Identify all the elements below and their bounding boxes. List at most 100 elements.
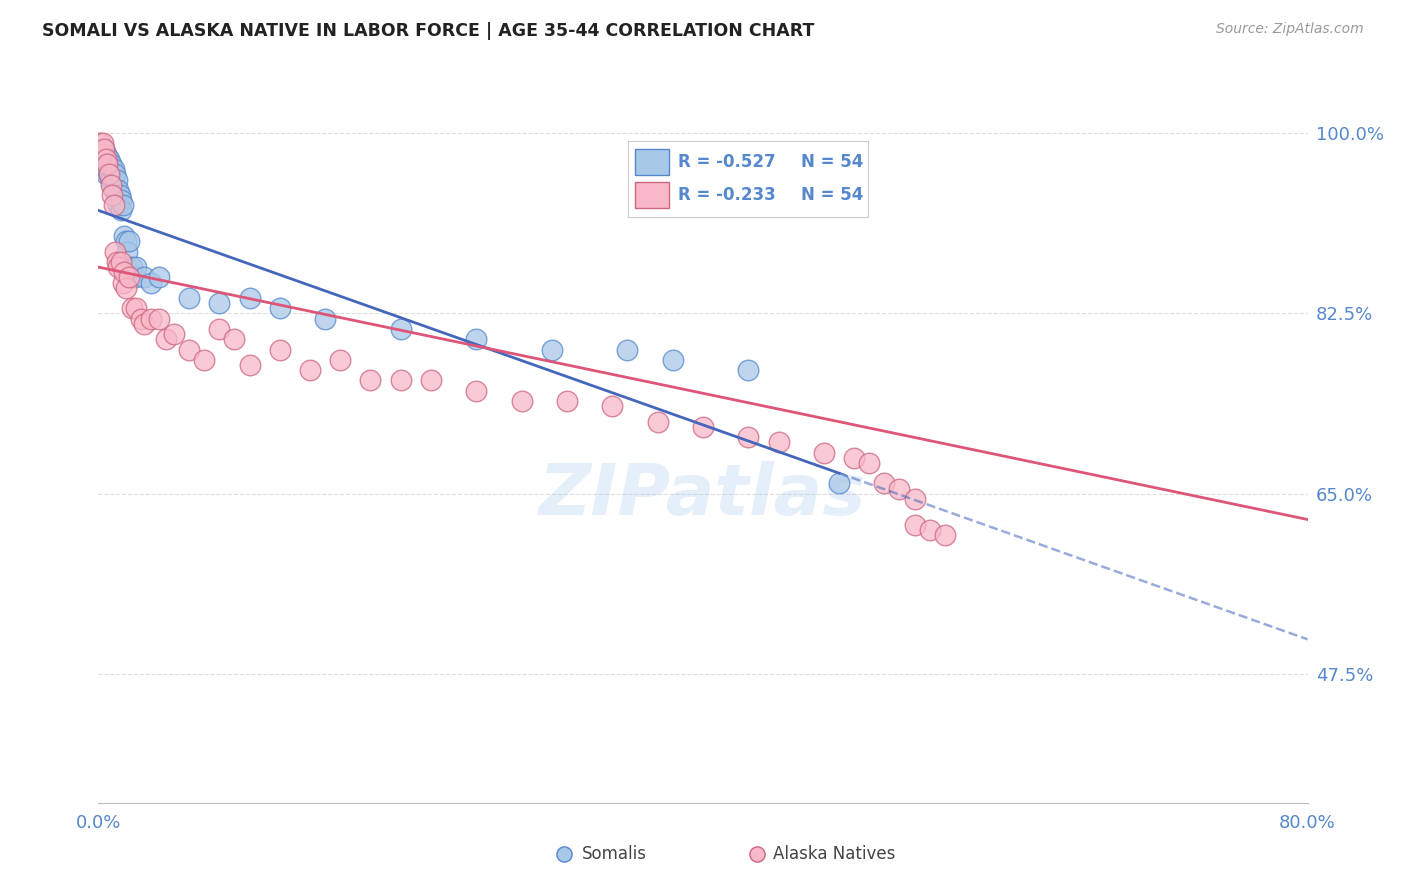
- Point: [858, 456, 880, 470]
- Text: SOMALI VS ALASKA NATIVE IN LABOR FORCE | AGE 35-44 CORRELATION CHART: SOMALI VS ALASKA NATIVE IN LABOR FORCE |…: [42, 22, 814, 40]
- Point: [889, 482, 911, 496]
- Point: [100, 178, 122, 192]
- Point: [91, 142, 114, 156]
- Point: [141, 311, 163, 326]
- Point: [148, 270, 170, 285]
- Point: [208, 322, 231, 336]
- Point: [118, 235, 141, 249]
- Point: [105, 255, 128, 269]
- Point: [98, 152, 121, 166]
- Point: [692, 419, 714, 434]
- Point: [141, 276, 163, 290]
- Point: [208, 296, 231, 310]
- Point: [107, 260, 129, 274]
- Point: [269, 343, 291, 357]
- Point: [94, 167, 117, 181]
- Point: [98, 167, 121, 181]
- Point: [110, 193, 132, 207]
- Point: [602, 399, 624, 413]
- Point: [108, 188, 131, 202]
- Point: [104, 167, 127, 181]
- Point: [768, 435, 790, 450]
- Point: [104, 244, 127, 259]
- Point: [91, 136, 114, 151]
- Point: [98, 157, 121, 171]
- Point: [101, 178, 124, 192]
- Point: [112, 265, 135, 279]
- Point: [107, 198, 129, 212]
- Point: [360, 373, 382, 387]
- Point: [828, 476, 851, 491]
- Point: [90, 146, 112, 161]
- Text: N = 54: N = 54: [800, 186, 863, 204]
- Point: [179, 343, 201, 357]
- Point: [118, 270, 141, 285]
- Point: [94, 146, 117, 161]
- Point: [98, 167, 121, 181]
- Point: [125, 260, 148, 274]
- Point: [163, 327, 186, 342]
- Point: [101, 188, 124, 202]
- Point: [100, 167, 122, 181]
- Point: [148, 311, 170, 326]
- Point: [121, 260, 143, 274]
- Point: [114, 235, 136, 249]
- Point: [132, 270, 155, 285]
- Point: [132, 317, 155, 331]
- Point: [111, 276, 134, 290]
- Point: [239, 358, 262, 372]
- Point: [121, 301, 143, 316]
- Text: R = -0.233: R = -0.233: [678, 186, 776, 204]
- Point: [737, 430, 759, 444]
- Point: [103, 183, 125, 197]
- Point: [103, 162, 125, 177]
- Text: Somalis: Somalis: [582, 845, 647, 863]
- Point: [125, 301, 148, 316]
- Point: [647, 415, 669, 429]
- Point: [737, 363, 759, 377]
- Point: [93, 157, 115, 171]
- Point: [465, 384, 488, 398]
- Point: [329, 352, 352, 367]
- Point: [465, 332, 488, 346]
- Point: [96, 152, 118, 166]
- Text: Source: ZipAtlas.com: Source: ZipAtlas.com: [1216, 22, 1364, 37]
- Point: [105, 188, 128, 202]
- Point: [105, 172, 128, 186]
- Point: [844, 450, 866, 465]
- Point: [904, 491, 927, 506]
- Text: ZIPatlas: ZIPatlas: [540, 461, 866, 530]
- Point: [661, 352, 683, 367]
- Point: [124, 270, 146, 285]
- Point: [239, 291, 262, 305]
- Point: [314, 311, 336, 326]
- Point: [873, 476, 896, 491]
- Bar: [636, 149, 669, 175]
- Point: [110, 255, 132, 269]
- Point: [101, 162, 124, 177]
- Text: Alaska Natives: Alaska Natives: [773, 845, 896, 863]
- Point: [115, 244, 138, 259]
- Point: [193, 352, 215, 367]
- Point: [94, 152, 117, 166]
- Point: [389, 322, 412, 336]
- Point: [129, 311, 152, 326]
- Point: [540, 343, 562, 357]
- Point: [555, 394, 578, 409]
- Point: [103, 172, 125, 186]
- Point: [114, 281, 136, 295]
- Point: [420, 373, 443, 387]
- Point: [103, 198, 125, 212]
- Point: [111, 198, 134, 212]
- Text: N = 54: N = 54: [800, 153, 863, 170]
- Point: [155, 332, 177, 346]
- Point: [96, 162, 118, 177]
- Point: [299, 363, 322, 377]
- Point: [96, 157, 118, 171]
- Point: [107, 183, 129, 197]
- Point: [110, 203, 132, 218]
- Point: [91, 162, 114, 177]
- Bar: [636, 182, 669, 208]
- Point: [94, 152, 117, 166]
- Point: [616, 343, 638, 357]
